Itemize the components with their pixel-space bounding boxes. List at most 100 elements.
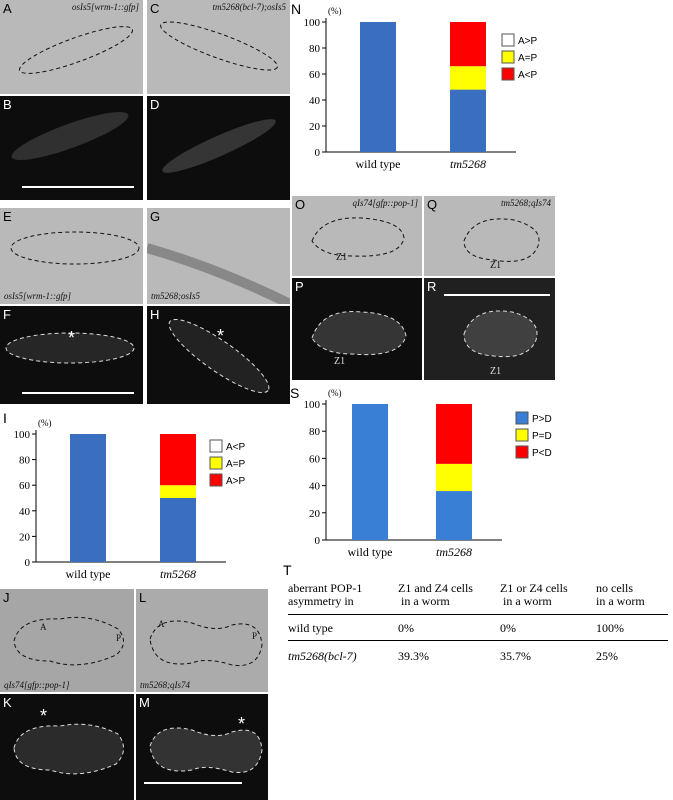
panel-b: B: [0, 96, 143, 200]
bar-segment: [450, 22, 486, 67]
anterior-label: A: [40, 622, 47, 632]
bar-segment: [360, 22, 396, 152]
table-cell: 25%: [596, 649, 618, 663]
anterior-label: A: [158, 619, 165, 629]
panel-m: M *: [136, 694, 268, 800]
scale-bar: [22, 186, 134, 188]
asterisk-mark: *: [238, 714, 246, 734]
y-tick-label: 100: [14, 429, 31, 441]
panel-h: H *: [147, 306, 290, 404]
y-tick-label: 40: [309, 481, 321, 493]
legend-swatch: [515, 411, 529, 425]
y-tick-label: 0: [315, 535, 321, 547]
bar-segment: [70, 434, 106, 562]
table-cell: 100%: [596, 621, 624, 635]
table-rule: [288, 614, 668, 615]
panel-g: G tm5268;osIs5: [147, 208, 290, 304]
y-tick-label: 80: [19, 455, 31, 467]
legend-swatch: [501, 50, 515, 64]
chart-n: (%) 0 20 40 60 80 100 wild type tm5268 A>P A=P A<P: [304, 6, 538, 171]
genotype-caption-g: tm5268;osIs5: [151, 291, 200, 301]
genotype-caption-j: qIs74[gfp::pop-1]: [4, 680, 70, 690]
legend-swatch: [209, 439, 223, 453]
x-tick-label: tm5268: [450, 157, 486, 171]
panel-label-t: T: [283, 562, 292, 578]
legend-swatch: [515, 445, 529, 459]
genotype-caption-q: tm5268;qIs74: [501, 198, 551, 208]
y-tick-label: 80: [309, 426, 321, 438]
table-cell: wild type: [288, 621, 333, 635]
asterisk-mark: *: [40, 706, 48, 726]
panel-label-e: E: [3, 209, 12, 224]
panel-label-f: F: [3, 307, 11, 322]
table-cell: 39.3%: [398, 649, 429, 663]
panel-k: K *: [0, 694, 134, 800]
panel-label-s: S: [290, 385, 300, 401]
panel-label-m: M: [139, 695, 150, 710]
genotype-caption-o: qIs74[gfp::pop-1]: [352, 198, 419, 208]
legend-swatch: [515, 428, 529, 442]
y-tick-label: 0: [25, 557, 31, 569]
posterior-label: P: [116, 633, 122, 643]
y-tick-label: 0: [315, 147, 321, 159]
panel-label-h: H: [150, 307, 160, 322]
scale-bar: [444, 294, 550, 296]
cell-label-z1: Z1: [336, 252, 348, 263]
panel-d: D: [147, 96, 290, 200]
x-tick-label: wild type: [348, 545, 393, 559]
table-cell: 35.7%: [500, 649, 531, 663]
panel-label-r: R: [427, 279, 437, 294]
panel-label-l: L: [139, 590, 147, 605]
panel-label-j: J: [3, 590, 10, 605]
table-rule: [288, 640, 668, 641]
legend-swatch: [501, 33, 515, 47]
legend-swatch: [209, 456, 223, 470]
y-tick-label: 20: [309, 121, 321, 133]
panel-r: R Z1: [424, 278, 555, 380]
y-tick-label: 80: [309, 43, 321, 55]
panel-c: C tm5268(bcl-7);osIs5: [147, 0, 290, 94]
panel-label-b: B: [3, 97, 12, 112]
bar-segment: [352, 404, 388, 540]
legend-label: P>D: [532, 414, 552, 425]
asterisk-mark: *: [217, 326, 225, 346]
posterior-label: P: [252, 631, 258, 641]
bar-segment: [450, 89, 486, 152]
panel-label-n: N: [291, 1, 302, 17]
legend-label: A<P: [518, 70, 538, 81]
table-cell: 0%: [500, 621, 516, 635]
chart-i: (%) 0 20 40 60 80 100 wild type tm5268 A<P A=P A>P: [14, 418, 246, 581]
table-cell: tm5268(bcl-7): [288, 649, 357, 663]
table-header-cell: Z1 and Z4 cells in a worm: [398, 581, 473, 608]
panel-o: O qIs74[gfp::pop-1] Z1: [292, 196, 422, 276]
table-header-cell: no cells in a worm: [596, 581, 645, 608]
legend-label: A>P: [518, 36, 538, 47]
genotype-caption-e: osIs5[wrm-1::gfp]: [4, 291, 72, 301]
bar-segment: [436, 491, 472, 540]
bar-segment: [160, 498, 196, 562]
legend-swatch: [501, 67, 515, 81]
genotype-caption-l: tm5268;qIs74: [140, 680, 190, 690]
panel-label-a: A: [3, 1, 12, 16]
bar-segment: [436, 404, 472, 464]
y-tick-label: 20: [19, 531, 31, 543]
y-tick-label: 60: [309, 69, 321, 81]
bar-segment: [160, 434, 196, 486]
y-tick-label: 40: [309, 95, 321, 107]
panel-label-q: Q: [427, 197, 438, 212]
y-unit-label: (%): [328, 388, 342, 398]
legend-label: A>P: [226, 476, 246, 487]
table-header-cell: aberrant POP-1 asymmetry in: [288, 581, 363, 608]
legend-label: A=P: [518, 53, 538, 64]
y-tick-label: 100: [304, 17, 321, 29]
scale-bar: [144, 782, 242, 784]
bar-segment: [450, 66, 486, 90]
y-unit-label: (%): [38, 418, 52, 428]
legend-label: P<D: [532, 448, 552, 459]
y-tick-label: 60: [19, 480, 31, 492]
cell-label-z1: Z1: [490, 366, 502, 377]
panel-label-o: O: [295, 197, 306, 212]
x-tick-label: tm5268: [436, 545, 472, 559]
panel-a: A osIs5[wrm-1::gfp]: [0, 0, 143, 94]
x-tick-label: tm5268: [160, 567, 196, 581]
